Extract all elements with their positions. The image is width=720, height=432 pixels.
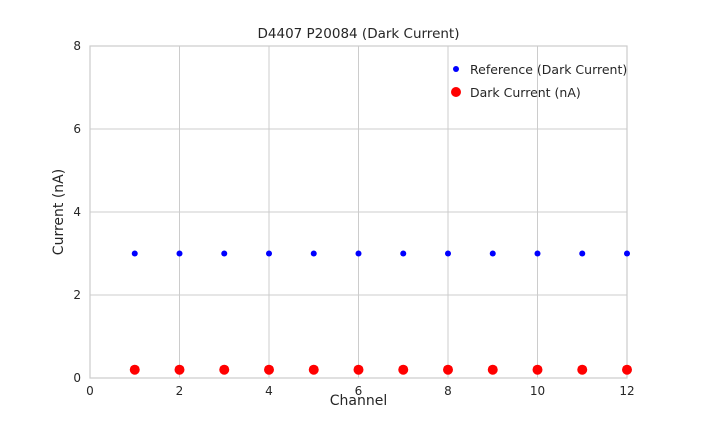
data-point-series-0: [176, 250, 183, 257]
data-point-series-1: [532, 364, 543, 375]
legend-marker-box: [442, 87, 470, 97]
chart-title: D4407 P20084 (Dark Current): [257, 26, 460, 42]
x-tick-label: 6: [355, 384, 363, 398]
data-point-series-0: [534, 250, 541, 257]
y-tick-label: 6: [73, 122, 81, 136]
data-point-series-0: [400, 250, 407, 257]
data-point-series-1: [308, 364, 319, 375]
data-point-series-0: [445, 250, 451, 257]
y-axis-label: Current (nA): [51, 168, 67, 256]
x-tick-label: 2: [176, 384, 184, 398]
data-point-series-0: [310, 250, 317, 257]
data-point-series-0: [221, 250, 228, 257]
legend-marker-box: [442, 66, 470, 72]
legend-entry-dark-current: Dark Current (nA): [442, 83, 627, 101]
data-point-series-0: [489, 250, 496, 257]
y-tick-label: 8: [73, 39, 81, 53]
x-tick-label: 8: [444, 384, 452, 398]
y-tick-label: 2: [73, 288, 81, 302]
data-point-series-1: [353, 364, 364, 375]
data-point-series-1: [174, 364, 185, 375]
data-point-series-1: [129, 364, 140, 375]
data-point-series-1: [398, 364, 409, 375]
data-point-series-1: [443, 364, 453, 375]
data-point-series-0: [355, 250, 362, 257]
x-tick-label: 0: [86, 384, 94, 398]
data-point-series-1: [219, 364, 230, 375]
legend-entry-reference: Reference (Dark Current): [442, 60, 627, 78]
x-tick-label: 10: [530, 384, 545, 398]
reference-marker-icon: [453, 66, 459, 72]
y-tick-label: 4: [73, 205, 81, 219]
data-point-series-1: [264, 364, 274, 375]
dark-current-marker-icon: [451, 87, 461, 97]
legend: Reference (Dark Current) Dark Current (n…: [442, 60, 627, 101]
legend-label: Dark Current (nA): [470, 84, 581, 100]
data-point-series-1: [577, 364, 588, 375]
x-axis-label: Channel: [329, 393, 388, 409]
data-point-series-0: [624, 250, 630, 257]
legend-label: Reference (Dark Current): [470, 61, 628, 77]
data-point-series-1: [487, 364, 498, 375]
data-point-series-0: [131, 250, 138, 257]
data-point-series-0: [579, 250, 586, 257]
data-point-series-0: [266, 250, 272, 257]
data-point-series-1: [622, 364, 632, 375]
x-tick-label: 4: [265, 384, 273, 398]
plot-border: [89, 45, 628, 379]
y-tick-label: 0: [73, 371, 81, 385]
x-tick-label: 12: [619, 384, 634, 398]
